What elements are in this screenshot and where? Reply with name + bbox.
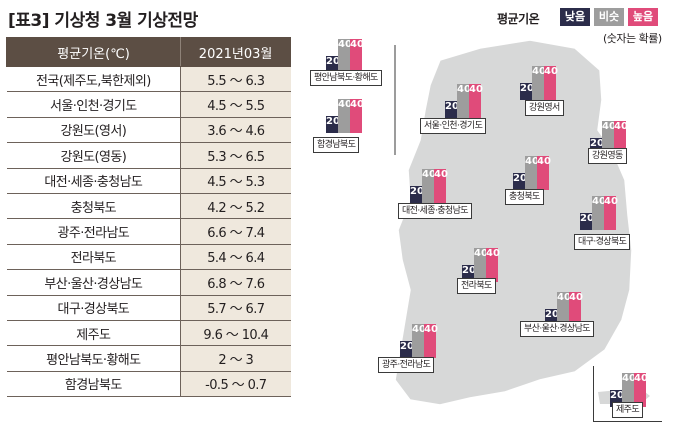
bar-low: 20: [462, 265, 476, 282]
table-row: 전라북도 5.4 ～ 6.4: [6, 244, 291, 271]
bar-normal: 40: [602, 121, 616, 155]
bar-low: 20: [513, 173, 527, 190]
bar-normal: 40: [525, 156, 539, 190]
bar-high: 40: [350, 39, 364, 73]
bar-high: 40: [486, 248, 500, 282]
region-name: 부산·울산·경상남도: [6, 269, 181, 296]
bar-normal: 40: [474, 248, 488, 282]
column-header-region: 평균기온(℃): [5, 37, 182, 67]
region-name: 충청북도: [6, 193, 181, 220]
page-title: [표3] 기상청 3월 기상전망: [8, 11, 198, 31]
region-name: 강원도(영서): [6, 117, 181, 144]
bar-high: 40: [569, 292, 583, 326]
region-name: 전국(제주도,북한제외): [6, 66, 181, 93]
table-row: 충청북도 4.2 ～ 5.2: [6, 193, 291, 220]
bar-low: 20: [520, 83, 534, 100]
bar-high: 40: [634, 373, 648, 407]
region-name: 강원도(영동): [6, 142, 181, 169]
temperature-range: 4.5 ～ 5.5: [180, 91, 291, 118]
legend-title: 평균기온: [497, 12, 540, 26]
legend-note: (숫자는 확률): [603, 32, 662, 45]
bar-high: 40: [350, 99, 364, 133]
region-label: 평안남북도·황해도: [310, 70, 382, 86]
table-header-row: 평균기온(℃) 2021년03월: [5, 37, 291, 67]
bar-high: 40: [469, 84, 483, 118]
bar-normal: 40: [532, 66, 546, 100]
region-name: 대전·세종·충청남도: [6, 168, 181, 194]
temperature-range: 4.5 ～ 5.3: [180, 168, 291, 194]
bar-high: 40: [604, 196, 618, 230]
region-label: 서울·인천·경기도: [420, 118, 487, 134]
bar-low: 20: [410, 186, 424, 203]
temperature-range: -0.5 ～ 0.7: [180, 371, 291, 398]
bar-normal: 40: [422, 169, 436, 203]
bar-normal: 40: [557, 292, 571, 326]
table-row: 부산·울산·경상남도 6.8 ～ 7.6: [6, 269, 291, 296]
table-row: 함경남북도 -0.5 ～ 0.7: [6, 371, 291, 398]
temperature-range: 5.4 ～ 6.4: [180, 244, 291, 271]
region-label: 충청북도: [505, 189, 544, 205]
bar-normal: 40: [338, 99, 352, 133]
legend-normal: 비슷: [594, 8, 624, 26]
table-row: 서울·인천·경기도 4.5 ～ 5.5: [6, 91, 291, 118]
table-row: 광주·전라남도 6.6 ～ 7.4: [6, 218, 291, 245]
temperature-range: 9.6 ～ 10.4: [180, 320, 291, 347]
region-name: 대구·경상북도: [6, 295, 181, 321]
bar-normal: 40: [338, 39, 352, 73]
region-name: 제주도: [6, 320, 181, 347]
bar-low: 20: [445, 101, 459, 118]
temperature-range: 4.2 ～ 5.2: [180, 193, 291, 220]
region-label: 대구·경상북도: [574, 234, 631, 250]
temperature-range: 5.3 ～ 6.5: [180, 142, 291, 169]
temperature-range: 2 ～ 3: [180, 345, 291, 372]
bar-high: 40: [537, 156, 551, 190]
bar-low: 20: [326, 116, 340, 133]
region-label: 대전·세종·충청남도: [398, 203, 472, 219]
legend-low: 낮음: [560, 8, 590, 26]
region-label: 부산·울산·경상남도: [520, 321, 594, 337]
table-row: 대구·경상북도 5.7 ～ 6.7: [6, 295, 291, 321]
region-label: 강원영서: [525, 100, 564, 116]
bar-high: 40: [424, 324, 438, 358]
region-label: 전라북도: [457, 278, 496, 294]
region-name: 서울·인천·경기도: [6, 91, 181, 118]
table-row: 제주도 9.6 ～ 10.4: [6, 320, 291, 347]
bar-high: 40: [544, 66, 558, 100]
table-row: 평안남북도·황해도 2 ～ 3: [6, 345, 291, 372]
jeju-box: [593, 366, 662, 422]
region-name: 전라북도: [6, 244, 181, 271]
table-row: 대전·세종·충청남도 4.5 ～ 5.3: [6, 168, 291, 194]
bar-normal: 40: [457, 84, 471, 118]
temperature-range: 5.5 ～ 6.3: [180, 66, 291, 93]
bar-low: 20: [580, 213, 594, 230]
region-label: 제주도: [612, 402, 644, 418]
region-label: 강원영동: [588, 148, 627, 164]
bar-high: 40: [434, 169, 448, 203]
legend-high: 높음: [628, 8, 658, 26]
temperature-range: 6.6 ～ 7.4: [180, 218, 291, 245]
bar-low: 20: [400, 341, 414, 358]
temperature-table: 평균기온(℃) 2021년03월 전국(제주도,북한제외) 5.5 ～ 6.3 서울…: [5, 37, 291, 398]
region-name: 평안남북도·황해도: [6, 345, 181, 372]
table-row: 강원도(영서) 3.6 ～ 4.6: [6, 117, 291, 144]
temperature-range: 6.8 ～ 7.6: [180, 269, 291, 296]
region-name: 광주·전라남도: [6, 218, 181, 245]
bar-high: 40: [614, 121, 628, 155]
column-header-month: 2021년03월: [180, 37, 291, 67]
bar-low: 20: [326, 56, 340, 73]
bar-normal: 40: [592, 196, 606, 230]
region-label: 함경남북도: [313, 137, 360, 153]
table-row: 강원도(영동) 5.3 ～ 6.5: [6, 142, 291, 169]
region-name: 함경남북도: [6, 371, 181, 398]
temperature-range: 5.7 ～ 6.7: [180, 295, 291, 321]
region-label: 광주·전라남도: [378, 357, 435, 373]
temperature-range: 3.6 ～ 4.6: [180, 117, 291, 144]
table-row: 전국(제주도,북한제외) 5.5 ～ 6.3: [6, 66, 291, 93]
bar-normal: 40: [622, 373, 636, 407]
bar-normal: 40: [412, 324, 426, 358]
